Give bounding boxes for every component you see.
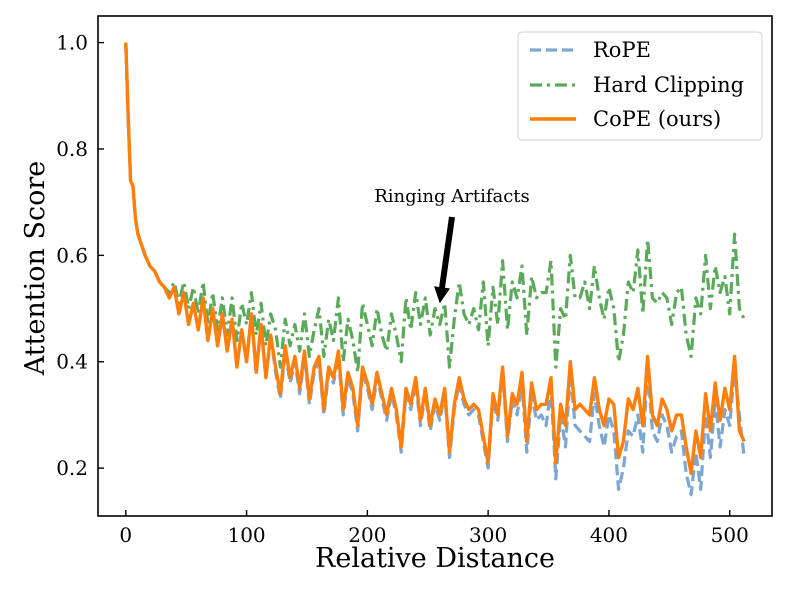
plot-area (124, 42, 746, 497)
annotation-text: Ringing Artifacts (374, 186, 530, 207)
x-tick-label: 500 (711, 523, 749, 547)
legend-label-cope: CoPE (ours) (593, 107, 721, 131)
x-tick-label: 0 (119, 523, 132, 547)
x-tick-label: 300 (469, 523, 507, 547)
series-line-hard-clipping (124, 42, 746, 374)
x-axis-title: Relative Distance (315, 543, 555, 574)
annotation: Ringing Artifacts (374, 186, 530, 304)
legend-box (517, 31, 763, 141)
x-tick-label: 100 (227, 523, 265, 547)
y-tick-label: 0.2 (56, 456, 88, 480)
series-line-cope (124, 42, 746, 476)
x-axis: 0 100 200 300 400 500 (119, 510, 749, 547)
plot-frame (97, 15, 773, 517)
legend-label-rope: RoPE (593, 38, 651, 62)
legend-label-hard-clipping: Hard Clipping (593, 73, 744, 97)
y-axis: 0.2 0.4 0.6 0.8 1.0 (56, 31, 104, 480)
y-tick-label: 0.6 (56, 243, 88, 267)
x-tick-label: 400 (590, 523, 628, 547)
y-tick-label: 1.0 (56, 31, 88, 55)
y-axis-title: Attention Score (20, 161, 51, 377)
legend: RoPE Hard Clipping CoPE (ours) (517, 31, 763, 141)
y-tick-label: 0.4 (56, 350, 88, 374)
x-tick-label: 200 (348, 523, 386, 547)
annotation-arrow (434, 216, 455, 304)
y-tick-label: 0.8 (56, 137, 88, 161)
